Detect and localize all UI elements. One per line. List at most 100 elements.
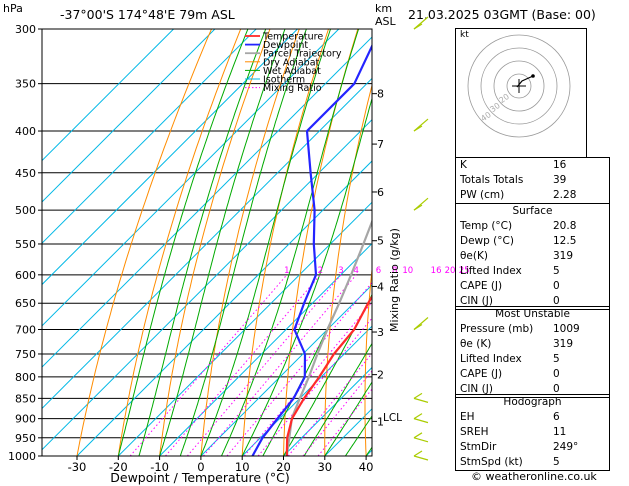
pressure-label-350: 350 bbox=[15, 78, 36, 91]
km-label-7: 7 bbox=[377, 138, 384, 151]
pressure-label-650: 650 bbox=[15, 297, 36, 310]
datetime-title: 21.03.2025 03GMT (Base: 00) bbox=[408, 7, 596, 22]
wind-barb bbox=[413, 450, 429, 461]
hodograph-ring-label: 20 bbox=[497, 92, 511, 105]
hodograph-table-title: Hodograph bbox=[503, 396, 562, 408]
most-unstable-value: 5 bbox=[553, 353, 560, 365]
pressure-label-400: 400 bbox=[15, 125, 36, 138]
dry-adiabat bbox=[159, 29, 271, 456]
hodograph-stat-row: EH 6 bbox=[456, 410, 609, 425]
mixing-ratio-label: 10 bbox=[402, 266, 413, 276]
hodograph-table: Hodograph EH 6 SREH 11 StmDir 249° StmSpd (kt)… bbox=[455, 394, 610, 471]
wind-barb-shaft bbox=[413, 437, 429, 443]
wet-adiabat bbox=[138, 29, 267, 456]
index-key: PW (cm) bbox=[460, 189, 505, 201]
surface-row: Lifted Index 5 bbox=[456, 264, 609, 279]
index-value: 16 bbox=[553, 159, 567, 171]
wind-barb-flag bbox=[413, 23, 423, 30]
hodograph-ring bbox=[480, 47, 558, 125]
x-tick-label: -10 bbox=[150, 460, 169, 474]
surface-row: Temp (°C) 20.8 bbox=[456, 219, 609, 234]
pressure-label-900: 900 bbox=[15, 413, 36, 426]
wet-adiabat bbox=[303, 342, 372, 456]
indices-table: K 16 Totals Totals 39 PW (cm) 2.28 bbox=[455, 157, 610, 204]
index-key: Totals Totals bbox=[460, 174, 524, 186]
dry-adiabat bbox=[200, 29, 300, 456]
legend-entry: Mixing Ratio bbox=[263, 83, 322, 94]
surface-table: Surface Temp (°C) 20.8 Dewp (°C) 12.5 θe(K) 3… bbox=[455, 203, 610, 310]
surface-key: Dewp (°C) bbox=[460, 235, 514, 247]
surface-key: Temp (°C) bbox=[460, 220, 513, 232]
hodograph-stat-value: 6 bbox=[553, 411, 560, 423]
surface-row: Dewp (°C) 12.5 bbox=[456, 234, 609, 249]
mixing-ratio-label: 20 bbox=[445, 266, 456, 276]
mixing-ratio-line bbox=[287, 352, 372, 456]
dry-adiabat bbox=[241, 29, 329, 456]
most-unstable-key: CIN (J) bbox=[460, 383, 493, 395]
surface-value: 12.5 bbox=[553, 235, 577, 247]
most-unstable-row: Pressure (mb) 1009 bbox=[456, 322, 609, 337]
dry-adiabat bbox=[76, 29, 212, 456]
hodograph-kt-label: kt bbox=[460, 30, 469, 40]
legend-entry: Wet Adiabat bbox=[263, 66, 321, 77]
x-tick-label: 10 bbox=[235, 460, 250, 474]
location-title: -37°00'S 174°48'E 79m ASL bbox=[60, 7, 235, 22]
mixing-ratio-line bbox=[257, 317, 372, 456]
hodograph-stat-key: StmDir bbox=[460, 441, 497, 453]
most-unstable-key: Lifted Index bbox=[460, 353, 522, 365]
hodograph-stat-value: 5 bbox=[553, 456, 560, 468]
most-unstable-value: 319 bbox=[553, 338, 574, 350]
copyright-footer: © weatheronline.co.uk bbox=[471, 470, 597, 483]
wind-barb-flag bbox=[413, 450, 423, 457]
surface-row: CAPE (J) 0 bbox=[456, 279, 609, 294]
wind-barb-flag bbox=[413, 125, 423, 132]
isotherm bbox=[283, 366, 372, 456]
pressure-label-500: 500 bbox=[15, 204, 36, 217]
wind-barb-flag bbox=[413, 204, 423, 211]
pressure-label-300: 300 bbox=[15, 23, 36, 36]
isotherm bbox=[42, 36, 372, 368]
wind-barb-flag bbox=[413, 323, 423, 331]
hodograph-stat-value: 249° bbox=[553, 441, 579, 453]
wet-adiabat bbox=[179, 29, 307, 456]
most-unstable-value: 0 bbox=[553, 368, 560, 380]
index-value: 2.28 bbox=[553, 189, 577, 201]
hodograph-trace bbox=[516, 75, 534, 88]
hodograph-stat-row: StmDir 249° bbox=[456, 440, 609, 455]
dry-adiabat bbox=[117, 29, 242, 456]
mixing-ratio-axis-label: Mixing Ratio (g/kg) bbox=[388, 228, 401, 332]
mixing-ratio-label: 8 bbox=[392, 266, 397, 276]
index-row: PW (cm) 2.28 bbox=[456, 188, 609, 203]
isotherm bbox=[42, 77, 372, 410]
pressure-label-600: 600 bbox=[15, 269, 36, 282]
asl-label: ASL bbox=[375, 15, 396, 28]
most-unstable-title: Most Unstable bbox=[495, 308, 570, 320]
x-tick-label: 30 bbox=[317, 460, 332, 474]
wet-adiabat bbox=[159, 29, 286, 456]
x-axis-label: Dewpoint / Temperature (°C) bbox=[110, 470, 289, 485]
legend-entry: Isotherm bbox=[263, 75, 305, 86]
km-label-4: 4 bbox=[377, 280, 384, 293]
mixing-ratio-label: 16 bbox=[431, 266, 442, 276]
mixing-ratio-label: 1 bbox=[284, 266, 289, 276]
isotherm bbox=[42, 118, 372, 451]
km-label-2: 2 bbox=[377, 369, 384, 382]
isotherm bbox=[76, 160, 372, 456]
x-tick-label: -20 bbox=[109, 460, 128, 474]
legend-entry: Temperature bbox=[262, 32, 323, 43]
lcl-label: LCL bbox=[383, 412, 402, 424]
surface-title: Surface bbox=[512, 205, 553, 217]
isotherm bbox=[159, 242, 372, 456]
surface-key: CIN (J) bbox=[460, 295, 493, 307]
hodograph-panel: 20 30 40 kt bbox=[455, 28, 587, 158]
wet-adiabat bbox=[200, 29, 331, 456]
hodograph-ring bbox=[493, 60, 545, 112]
hodograph-stat-key: StmSpd (kt) bbox=[460, 456, 523, 468]
parcel-trajectory-line bbox=[285, 218, 372, 456]
x-tick-label: 20 bbox=[276, 460, 291, 474]
most-unstable-table: Most Unstable Pressure (mb) 1009 θe (K) 319… bbox=[455, 306, 610, 398]
wind-barb bbox=[413, 118, 429, 132]
surface-key: CAPE (J) bbox=[460, 280, 503, 292]
most-unstable-row: CAPE (J) 0 bbox=[456, 367, 609, 382]
x-tick-label: 40 bbox=[359, 460, 374, 474]
